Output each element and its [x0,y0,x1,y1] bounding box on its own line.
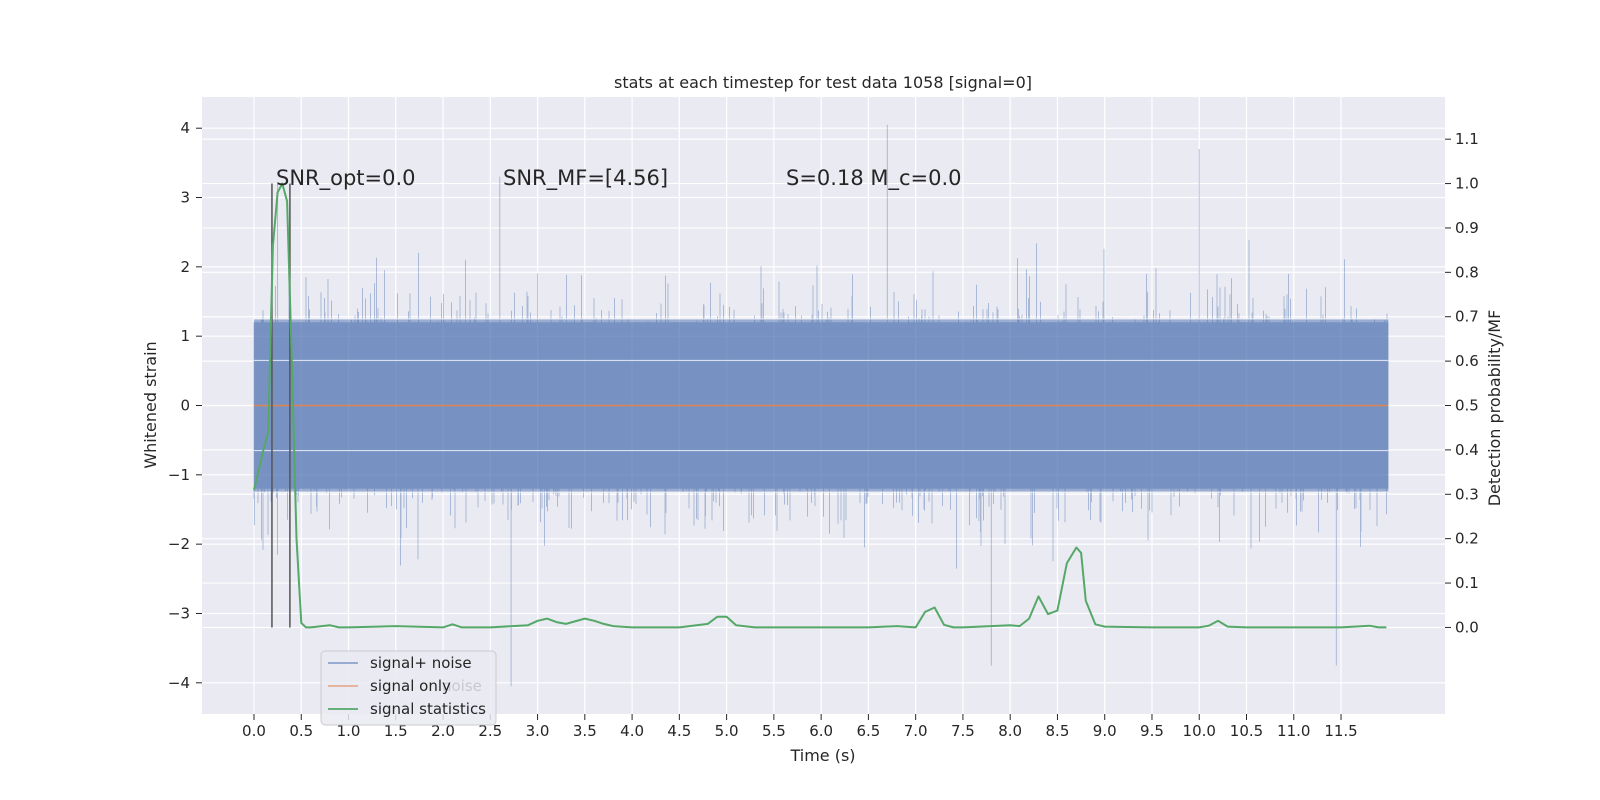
y-left-tick-label-4: 0 [180,397,190,415]
y-left-tick-label-7: 3 [180,189,190,207]
y-left-tick-label-0: −4 [168,674,190,692]
y-right-tick-label-8: 0.8 [1455,263,1479,281]
x-tick-label-20: 10.0 [1183,722,1216,740]
x-tick-label-7: 3.5 [573,722,597,740]
x-tick-label-12: 6.0 [809,722,833,740]
annotation-snr-opt: SNR_opt=0.0 [276,166,416,191]
x-axis-label: Time (s) [789,746,855,765]
series-lines [253,182,1389,629]
y-left-tick-label-8: 4 [180,119,190,137]
x-tick-label-9: 4.5 [667,722,691,740]
legend-label-signal-only: signal only [370,677,451,695]
x-tick-label-5: 2.5 [478,722,502,740]
annotation-snr-mf: SNR_MF=[4.56] [503,166,668,191]
x-tick-label-17: 8.5 [1046,722,1070,740]
y-right-tick-label-9: 0.9 [1455,219,1479,237]
y-right-tick-label-6: 0.6 [1455,352,1479,370]
legend-box [320,650,497,726]
x-tick-label-11: 5.5 [762,722,786,740]
y-axis-left-label: Whitened strain [141,341,160,468]
x-tick-label-14: 7.0 [904,722,928,740]
y-axis-left: −4 −3 −2 −1 0 1 2 3 4 [168,119,202,692]
legend-label-signal-statistics: signal statistics [370,700,486,718]
signal-statistics-line [253,182,1387,629]
x-tick-label-8: 4.0 [620,722,644,740]
y-right-tick-label-2: 0.2 [1455,530,1479,548]
x-tick-label-1: 0.5 [289,722,313,740]
y-left-tick-label-1: −3 [168,604,190,622]
y-right-tick-label-10: 1.0 [1455,175,1479,193]
annotation-stats: S=0.18 M_c=0.0 [786,166,962,191]
x-tick-label-2: 1.0 [337,722,361,740]
x-tick-label-10: 5.0 [715,722,739,740]
y-right-tick-label-1: 0.1 [1455,574,1479,592]
y-right-tick-label-7: 0.7 [1455,308,1479,326]
y-right-tick-label-0: 0.0 [1455,618,1479,636]
chart-title: stats at each timestep for test data 105… [614,73,1032,92]
x-tick-label-6: 3.0 [526,722,550,740]
y-left-tick-label-2: −2 [168,535,190,553]
y-right-tick-label-4: 0.4 [1455,441,1479,459]
y-right-tick-label-3: 0.3 [1455,485,1479,503]
x-axis: 0.0 0.5 1.0 1.5 2.0 2.5 3.0 3.5 4.0 4.5 5.0 5.5 6.0 6… [242,714,1358,740]
y-left-tick-label-5: 1 [180,327,190,345]
x-tick-label-19: 9.5 [1140,722,1164,740]
y-left-tick-label-6: 2 [180,258,190,276]
legend: noise signal+ noise signal only signal s… [320,650,497,726]
legend-ghost-text: noise [442,677,482,695]
x-tick-label-3: 1.5 [384,722,408,740]
x-tick-label-21: 10.5 [1230,722,1263,740]
x-tick-label-22: 11.0 [1277,722,1310,740]
x-tick-label-16: 8.0 [998,722,1022,740]
x-tick-label-15: 7.5 [951,722,975,740]
y-right-tick-label-11: 1.1 [1455,130,1479,148]
x-tick-label-0: 0.0 [242,722,266,740]
legend-label-signal-noise: signal+ noise [370,654,472,672]
x-tick-label-18: 9.0 [1093,722,1117,740]
x-tick-label-4: 2.0 [431,722,455,740]
x-tick-label-23: 11.5 [1324,722,1357,740]
x-tick-label-13: 6.5 [856,722,880,740]
y-right-tick-label-5: 0.5 [1455,397,1479,415]
y-left-tick-label-3: −1 [168,466,190,484]
y-axis-right: 0.0 0.1 0.2 0.3 0.4 0.5 0.6 0.7 0.8 0.9 1.0 1.1 [1445,130,1479,636]
y-axis-right-label: Detection probability/MF [1485,310,1504,507]
